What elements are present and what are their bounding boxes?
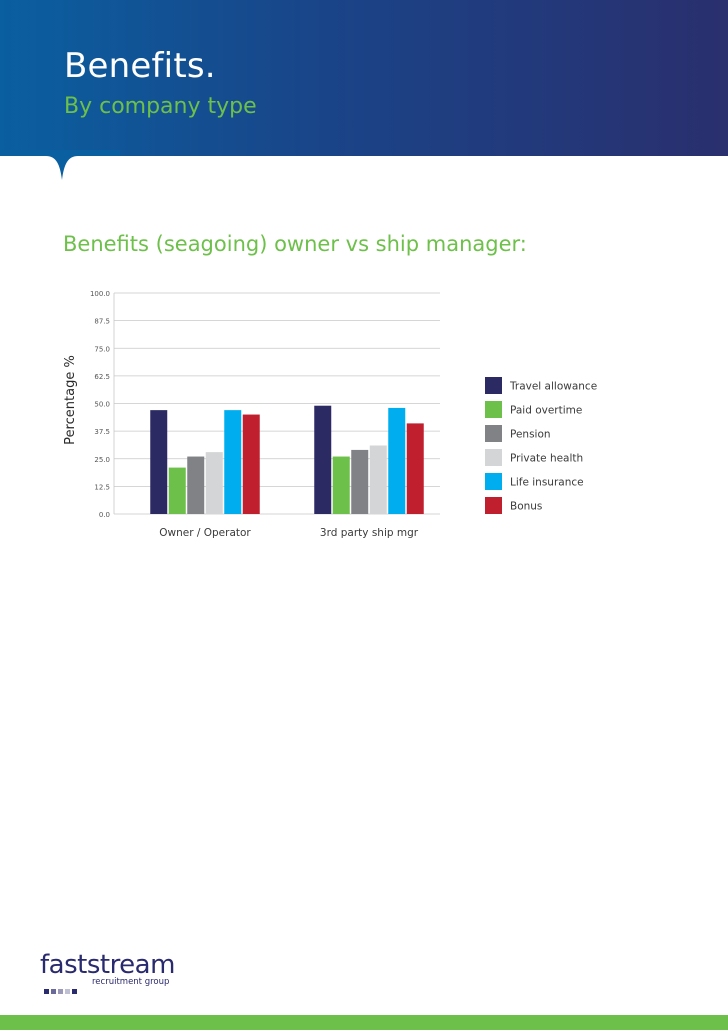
page-subtitle: By company type — [64, 94, 257, 119]
y-tick-label: 12.5 — [94, 483, 110, 491]
bar-pension — [187, 456, 205, 514]
y-tick-label: 25.0 — [94, 456, 110, 464]
legend-label: Pension — [510, 429, 551, 441]
page-title: Benefits. — [64, 46, 216, 86]
legend-label: Private health — [510, 453, 583, 465]
logo-dot — [44, 989, 49, 994]
logo-dot — [58, 989, 63, 994]
chart-title: Benefits (seagoing) owner vs ship manage… — [63, 232, 527, 256]
x-tick-label: Owner / Operator — [159, 527, 251, 539]
bar-bonus — [242, 414, 260, 514]
footer-bar — [0, 1015, 728, 1030]
bar-private-health — [205, 452, 223, 514]
logo-dots — [44, 979, 79, 998]
header-notch — [0, 150, 120, 180]
y-tick-label: 75.0 — [94, 345, 110, 353]
legend-swatch — [485, 401, 502, 418]
benefits-bar-chart: 100.0 87.5 75.0 62.5 50.0 37.5 25.0 12.5 0.0 Own… — [63, 290, 597, 539]
legend-swatch — [485, 449, 502, 466]
bar-pension — [351, 449, 369, 514]
y-tick-label: 37.5 — [94, 428, 110, 436]
bar-paid-overtime — [168, 467, 186, 514]
bar-life-insurance — [224, 410, 242, 514]
chart-legend: Travel allowance Paid overtime Pension Priv… — [485, 377, 597, 514]
header-banner — [0, 0, 728, 156]
x-axis-ticks: Owner / Operator 3rd party ship mgr — [159, 527, 419, 539]
logo-wordmark: faststream — [40, 950, 175, 980]
logo-dot — [51, 989, 56, 994]
y-tick-label: 87.5 — [94, 318, 110, 326]
y-axis-label: Percentage % — [63, 355, 78, 445]
y-tick-label: 50.0 — [94, 401, 110, 409]
logo-tagline: recruitment group — [92, 977, 170, 987]
legend-swatch — [485, 473, 502, 490]
bar-travel-allowance — [314, 405, 332, 514]
legend-swatch — [485, 377, 502, 394]
bar-life-insurance — [388, 407, 406, 514]
bar-travel-allowance — [150, 410, 168, 514]
logo-dot — [65, 989, 70, 994]
bar-bonus — [406, 423, 424, 514]
legend-label: Life insurance — [510, 477, 584, 489]
y-axis-ticks: 100.0 87.5 75.0 62.5 50.0 37.5 25.0 12.5 0.0 — [90, 290, 110, 519]
x-tick-label: 3rd party ship mgr — [320, 527, 419, 539]
chart-bars — [150, 405, 424, 514]
bar-paid-overtime — [332, 456, 350, 514]
bar-private-health — [369, 445, 387, 514]
logo-dot — [72, 989, 77, 994]
y-tick-label: 100.0 — [90, 290, 110, 298]
legend-label: Bonus — [510, 501, 542, 513]
legend-swatch — [485, 497, 502, 514]
y-tick-label: 62.5 — [94, 373, 110, 381]
legend-swatch — [485, 425, 502, 442]
faststream-logo: faststream recruitment group — [40, 950, 200, 994]
legend-label: Paid overtime — [510, 405, 582, 417]
legend-label: Travel allowance — [509, 381, 597, 393]
y-tick-label: 0.0 — [99, 511, 110, 519]
